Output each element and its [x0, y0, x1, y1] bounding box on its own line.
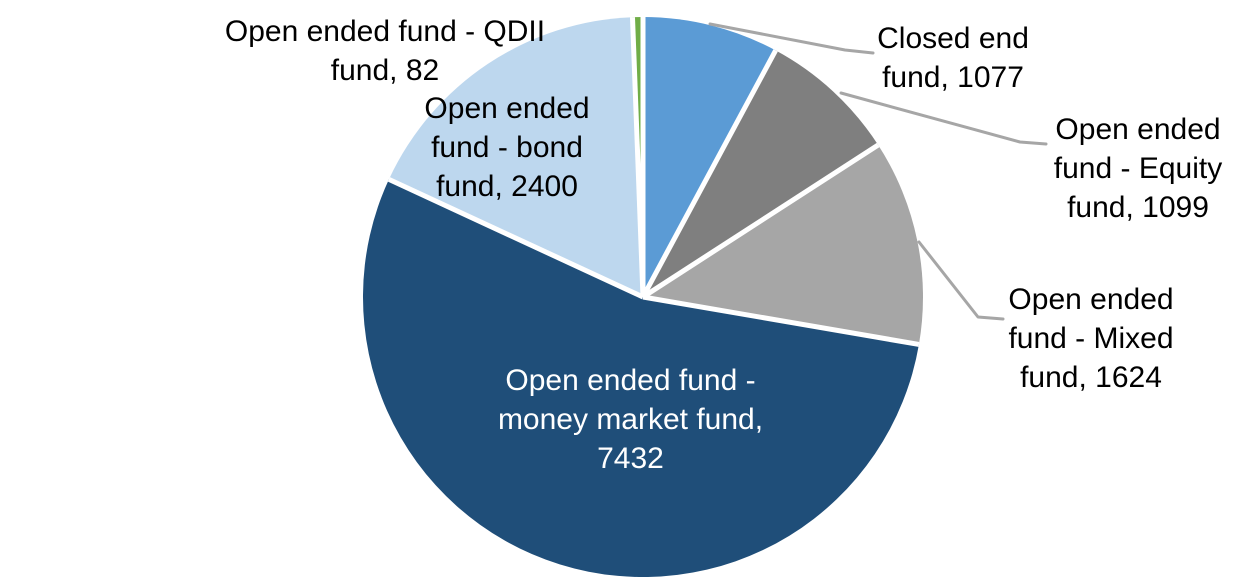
leader-lines: [708, 22, 1048, 321]
leader-line-closed-end-fund: [708, 22, 875, 55]
leader-line-mixed-fund: [917, 240, 1005, 321]
slice-label-bond-fund: Open ended fund - bond fund, 2400: [424, 92, 590, 203]
slice-label-mixed-fund: Open ended fund - Mixed fund, 1624: [1008, 283, 1174, 394]
slice-label-equity-fund: Open ended fund - Equity fund, 1099: [1053, 113, 1223, 224]
slice-divider: [641, 142, 880, 300]
pie-slices: [362, 17, 923, 578]
pie-slice-open-ended-fund-mixed-fund: [643, 145, 923, 345]
slice-divider: [640, 49, 778, 299]
pie-slice-closed-end-fund: [643, 17, 776, 297]
slice-label-closed-end-fund: Closed end fund, 1077: [877, 22, 1029, 94]
slice-label-money-market-fund: Open ended fund - money market fund, 743…: [497, 364, 764, 475]
slice-divider: [387, 177, 645, 300]
slice-divider: [642, 294, 920, 347]
slice-divider: [629, 17, 646, 298]
slice-label-qdii-fund: Open ended fund - QDII fund, 82: [224, 15, 546, 87]
leader-line-equity-fund: [839, 91, 1048, 146]
slice-dividers: [387, 17, 920, 347]
pie-slice-open-ended-fund-bond-fund: [388, 17, 643, 297]
pie-slice-open-ended-fund-money-market-fund: [362, 179, 919, 578]
pie-slice-open-ended-fund-equity-fund: [643, 50, 879, 298]
